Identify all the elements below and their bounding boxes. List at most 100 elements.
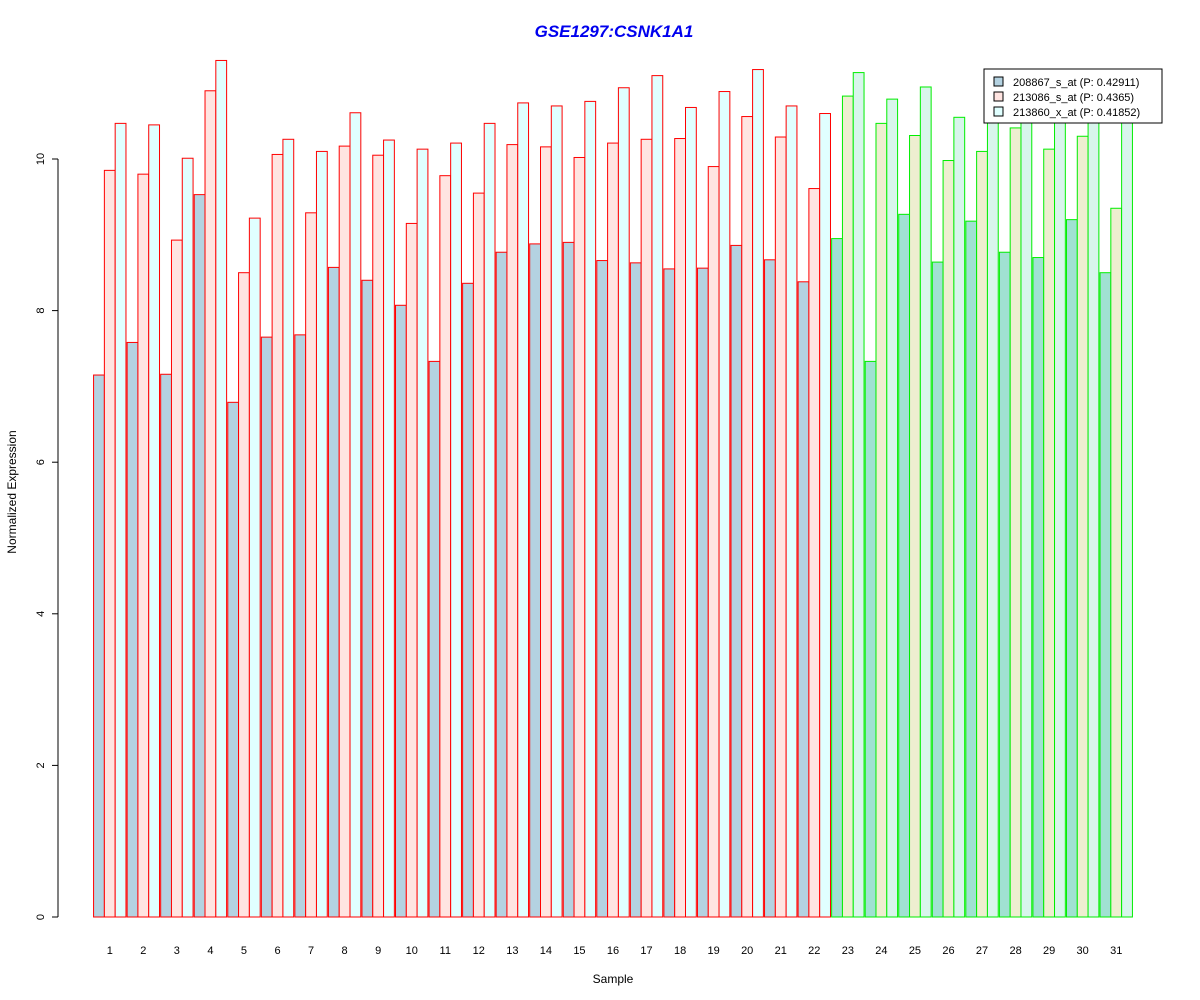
bar-sample-3-series-2 [170,239,183,918]
bar-sample-15-series-3 [584,100,597,918]
bar-sample-29-series-3 [1054,116,1066,918]
x-tick-label: 12 [473,945,485,957]
x-tick-label: 3 [174,945,180,957]
x-tick-label: 30 [1077,945,1089,957]
bar-sample-10-series-2 [405,222,418,918]
bar-sample-22-series-2 [808,188,821,918]
bar-sample-10-series-1 [395,304,407,918]
bar-sample-6-series-2 [271,153,284,918]
bar-sample-11-series-2 [439,175,452,918]
bar-sample-11-series-1 [428,360,441,918]
bar-sample-27-series-2 [976,150,988,918]
bar-sample-29-series-1 [1032,257,1045,918]
bar-sample-1-series-1 [93,374,105,918]
bar-sample-14-series-2 [540,146,552,918]
bar-sample-12-series-2 [472,192,485,918]
bar-sample-30-series-3 [1087,120,1100,918]
bar-sample-8-series-3 [349,112,362,918]
bar-sample-28-series-2 [1009,127,1022,918]
bar-sample-24-series-2 [875,122,888,918]
x-tick-label: 1 [107,945,113,957]
bar-sample-19-series-1 [696,267,709,918]
bar-sample-3-series-3 [181,157,194,918]
bar-sample-21-series-3 [785,105,798,918]
x-tick-label: 20 [741,945,753,957]
bar-sample-22-series-1 [797,281,810,918]
bar-sample-13-series-3 [517,102,530,918]
x-tick-label: 25 [909,945,921,957]
bar-sample-31-series-3 [1121,116,1133,918]
legend-swatch [993,91,1004,102]
x-tick-label: 27 [976,945,988,957]
bar-sample-18-series-2 [674,138,687,918]
bar-sample-10-series-3 [416,148,429,918]
bar-sample-4-series-1 [193,194,206,918]
y-tick-label: 0 [35,914,47,920]
bar-sample-8-series-2 [338,145,351,918]
bar-sample-29-series-2 [1043,148,1056,918]
y-tick-label: 2 [35,762,47,768]
x-tick-label: 2 [140,945,146,957]
bar-sample-16-series-3 [617,87,630,918]
bar-sample-6-series-3 [282,138,295,918]
bar-sample-25-series-2 [909,135,921,918]
x-tick-label: 14 [540,945,552,957]
bar-sample-22-series-3 [819,113,831,918]
bar-sample-14-series-1 [529,243,542,918]
bar-sample-27-series-1 [965,220,978,918]
bar-sample-18-series-3 [685,106,697,918]
bar-sample-31-series-2 [1110,207,1123,918]
bar-sample-13-series-2 [506,144,519,918]
x-tick-label: 15 [573,945,585,957]
plot-area [93,59,1133,918]
bar-sample-9-series-1 [361,279,374,918]
bar-sample-9-series-3 [383,139,395,918]
x-tick-label: 19 [708,945,720,957]
x-tick-label: 16 [607,945,619,957]
bar-sample-31-series-1 [1099,272,1112,918]
bar-sample-7-series-2 [305,212,317,918]
bar-sample-24-series-3 [886,98,899,918]
bar-sample-26-series-1 [931,261,944,918]
x-tick-label: 21 [775,945,787,957]
bar-sample-19-series-2 [707,166,720,918]
y-tick-label: 6 [35,459,47,465]
x-tick-label: 24 [875,945,887,957]
bar-sample-30-series-1 [1065,219,1078,918]
bar-sample-3-series-1 [160,373,172,918]
bar-sample-19-series-3 [718,91,731,918]
x-tick-label: 23 [842,945,854,957]
bar-sample-5-series-1 [227,401,240,918]
bar-sample-17-series-2 [640,138,653,918]
bar-sample-26-series-3 [953,116,966,918]
bar-sample-7-series-3 [315,150,328,918]
bar-sample-21-series-1 [764,259,776,918]
bar-sample-5-series-3 [248,217,261,918]
legend: 208867_s_at (P: 0.42911) 213086_s_at (P: … [983,68,1163,124]
y-tick-label: 10 [35,153,47,165]
legend-entry: 213086_s_at (P: 0.4365) [1013,92,1134,104]
bar-sample-14-series-3 [550,105,563,918]
x-tick-label: 4 [207,945,213,957]
x-tick-label: 31 [1110,945,1122,957]
bar-sample-12-series-3 [483,122,496,918]
x-axis-label: Sample [593,972,634,986]
x-tick-label: 6 [274,945,280,957]
x-axis-labels: 1 2 3 4 5 6 7 8 9 10 11 12 13 14 15 16 17 18 19 20 21 22 23 24 2… [107,945,1123,957]
y-axis-label: Normalized Expression [5,430,19,553]
bar-sample-28-series-3 [1020,113,1033,918]
bar-sample-26-series-2 [942,160,955,918]
x-tick-label: 13 [506,945,518,957]
bar-sample-24-series-1 [864,360,877,918]
x-tick-label: 29 [1043,945,1055,957]
x-tick-label: 11 [440,945,451,957]
bar-sample-20-series-2 [741,116,754,918]
legend-entry: 213860_x_at (P: 0.41852) [1013,107,1140,119]
x-tick-label: 28 [1009,945,1021,957]
bar-sample-6-series-1 [260,336,273,918]
bar-sample-27-series-3 [986,111,999,918]
x-tick-label: 5 [241,945,247,957]
bar-sample-2-series-2 [137,173,150,918]
bar-sample-11-series-3 [450,142,462,918]
bar-sample-20-series-1 [730,244,743,918]
